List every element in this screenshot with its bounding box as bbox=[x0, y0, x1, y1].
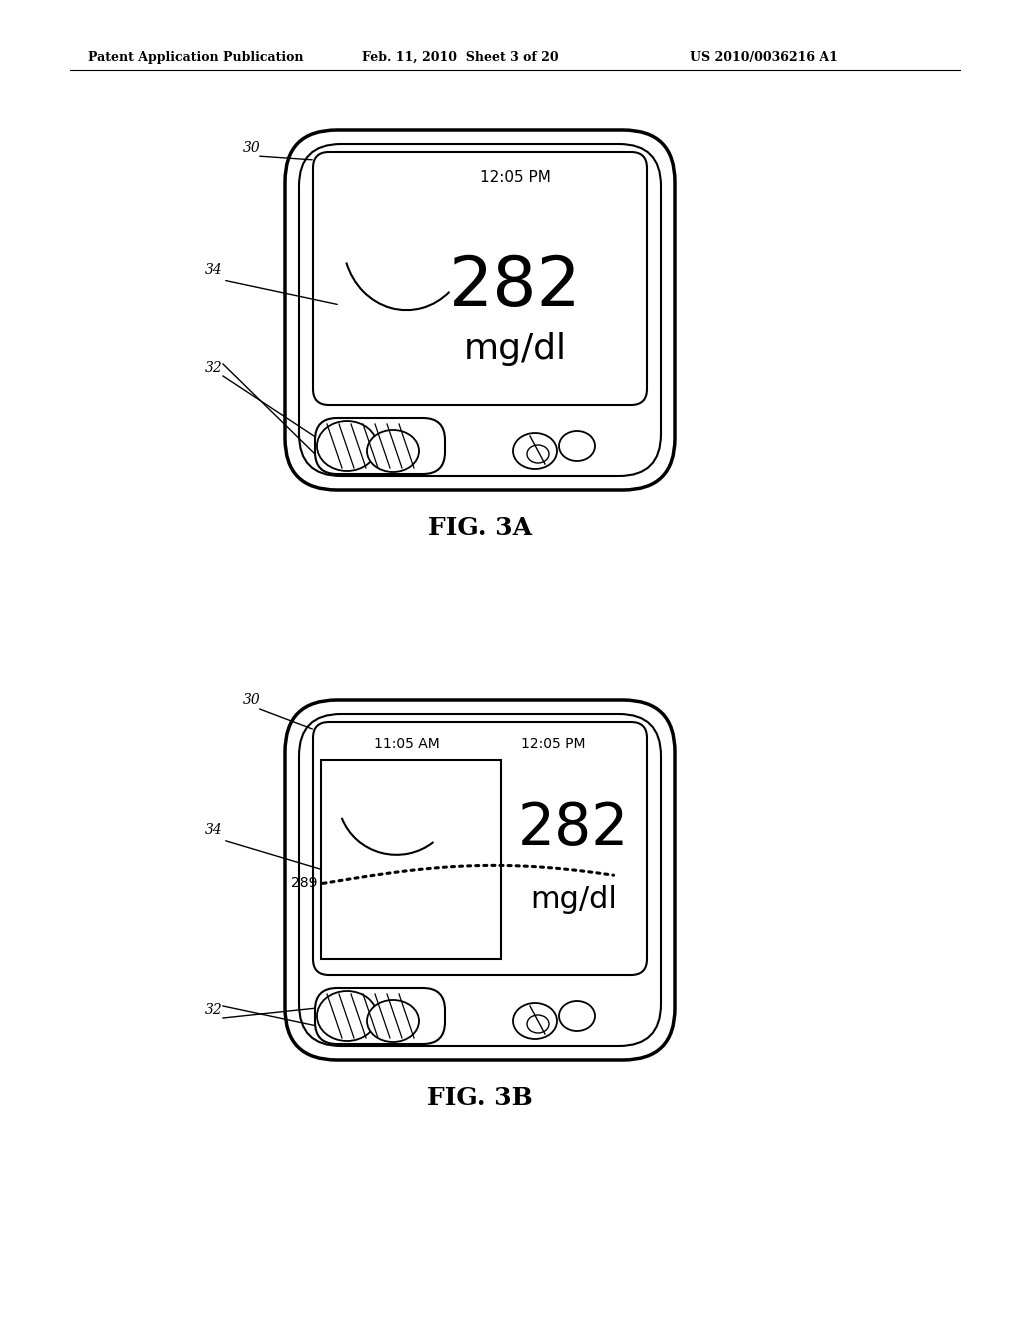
FancyBboxPatch shape bbox=[299, 144, 662, 477]
FancyBboxPatch shape bbox=[313, 152, 647, 405]
Ellipse shape bbox=[559, 432, 595, 461]
Text: 12:05 PM: 12:05 PM bbox=[479, 169, 551, 185]
Text: FIG. 3A: FIG. 3A bbox=[428, 516, 532, 540]
Text: US 2010/0036216 A1: US 2010/0036216 A1 bbox=[690, 50, 838, 63]
Text: 11:05 AM: 11:05 AM bbox=[374, 737, 439, 751]
FancyBboxPatch shape bbox=[315, 418, 445, 474]
Text: 32: 32 bbox=[205, 1003, 223, 1016]
Text: FIG. 3B: FIG. 3B bbox=[427, 1086, 532, 1110]
FancyBboxPatch shape bbox=[313, 722, 647, 975]
Bar bbox=[321, 760, 502, 960]
Text: 30: 30 bbox=[243, 693, 261, 708]
Text: mg/dl: mg/dl bbox=[464, 333, 566, 367]
FancyBboxPatch shape bbox=[299, 714, 662, 1045]
FancyBboxPatch shape bbox=[285, 700, 675, 1060]
Text: 282: 282 bbox=[518, 800, 629, 857]
Ellipse shape bbox=[559, 1001, 595, 1031]
Ellipse shape bbox=[367, 430, 419, 473]
Text: 12:05 PM: 12:05 PM bbox=[521, 737, 586, 751]
Text: 32: 32 bbox=[205, 360, 223, 375]
Ellipse shape bbox=[527, 445, 549, 463]
Ellipse shape bbox=[527, 1015, 549, 1034]
FancyBboxPatch shape bbox=[315, 987, 445, 1044]
Text: Patent Application Publication: Patent Application Publication bbox=[88, 50, 303, 63]
Text: 34: 34 bbox=[205, 263, 223, 277]
Text: Feb. 11, 2010  Sheet 3 of 20: Feb. 11, 2010 Sheet 3 of 20 bbox=[362, 50, 559, 63]
Ellipse shape bbox=[513, 433, 557, 469]
Ellipse shape bbox=[513, 1003, 557, 1039]
Text: 30: 30 bbox=[243, 141, 261, 154]
Text: 34: 34 bbox=[205, 822, 223, 837]
Ellipse shape bbox=[317, 421, 377, 471]
FancyBboxPatch shape bbox=[285, 129, 675, 490]
Ellipse shape bbox=[317, 991, 377, 1041]
Text: mg/dl: mg/dl bbox=[530, 884, 616, 913]
Ellipse shape bbox=[367, 1001, 419, 1041]
Text: 282: 282 bbox=[449, 252, 582, 319]
Text: 289: 289 bbox=[292, 876, 318, 891]
